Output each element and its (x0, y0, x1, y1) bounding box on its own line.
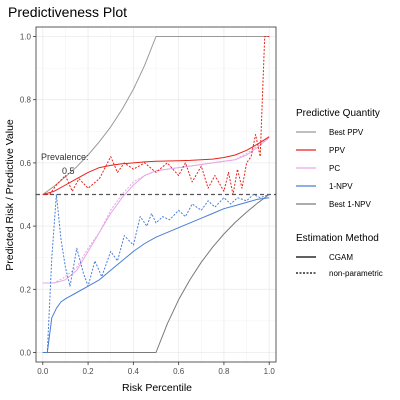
legend: Predictive Quantity Best PPV PPV PC 1-NPV Bes… (296, 108, 383, 278)
series-lines (42, 36, 270, 353)
legend-label: PPV (329, 146, 346, 155)
x-tick-label: 0.0 (37, 367, 49, 376)
y-axis-title: Predicted Risk / Predictive Value (4, 119, 16, 271)
ppv-non-parametric-line (42, 36, 270, 195)
x-tick-label: 0.2 (83, 367, 95, 376)
legend-label: CGAM (329, 253, 353, 262)
prevalence-value: 0.5 (62, 166, 75, 176)
x-axis-title: Risk Percentile (122, 382, 192, 394)
1-npv-non-parametric-line (42, 194, 270, 353)
y-tick-label: 0.8 (20, 96, 32, 105)
x-tick-label: 0.4 (128, 367, 140, 376)
best-1-npv-cgam-line (42, 194, 270, 353)
ppv-cgam-line (42, 136, 270, 195)
1-npv-cgam-line (42, 197, 270, 353)
x-tick-label: 0.6 (173, 367, 185, 376)
x-tick-label: 0.8 (218, 367, 230, 376)
legend-method-title: Estimation Method (296, 233, 379, 244)
plot-panel-border (35, 26, 277, 363)
pc-non-parametric-line (42, 137, 270, 284)
y-tick-label: 0.6 (20, 159, 32, 168)
y-tick-label: 0.0 (20, 349, 32, 358)
legend-label: Best PPV (329, 128, 364, 137)
legend-label: 1-NPV (329, 182, 353, 191)
legend-label: non-parametric (329, 269, 383, 278)
x-tick-label: 1.0 (264, 367, 276, 376)
chart-title: Predictiveness Plot (8, 4, 127, 20)
y-tick-label: 0.2 (20, 285, 32, 294)
y-tick-label: 0.4 (20, 222, 32, 231)
y-tick-label: 1.0 (20, 32, 32, 41)
best-ppv-cgam-line (42, 36, 270, 195)
prevalence-label: Prevalence: (41, 152, 89, 162)
annotation-layer: Prevalence: 0.5 (41, 152, 89, 176)
legend-label: Best 1-NPV (329, 200, 371, 209)
axes: 0.0 0.2 0.4 0.6 0.8 1.0 0.0 0.2 0.4 0.6 0.8 1.0 (20, 32, 275, 376)
legend-quantity-title: Predictive Quantity (296, 108, 380, 119)
legend-label: PC (329, 164, 340, 173)
